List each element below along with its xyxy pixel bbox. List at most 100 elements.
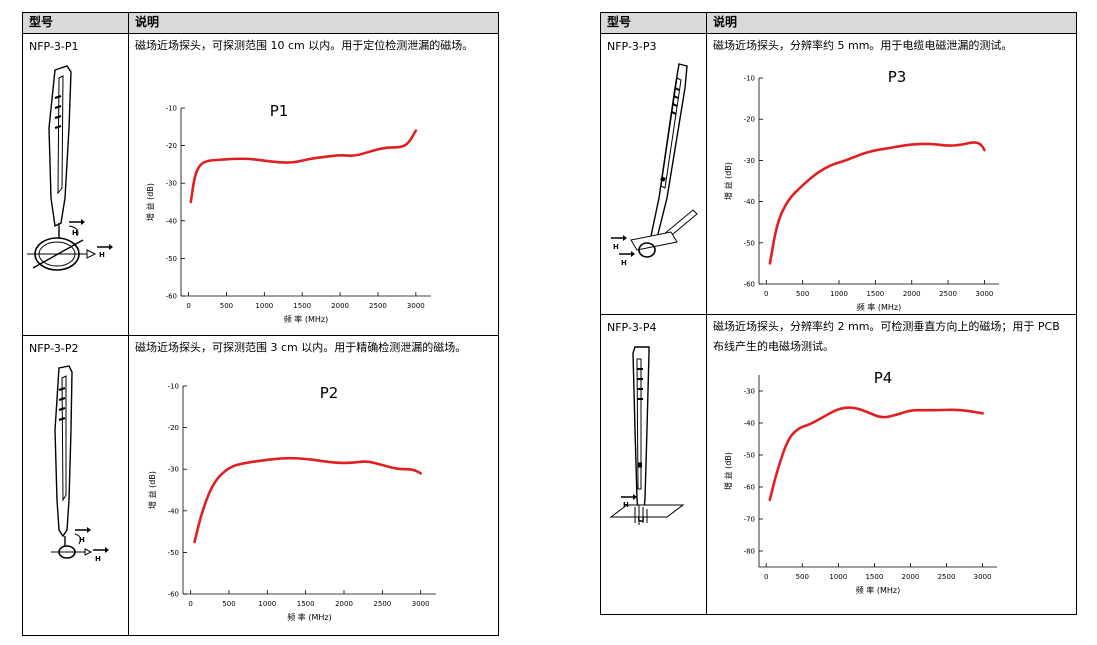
right-spec-table: 型号 说明 NFP-3-P3 H H [600,12,1077,615]
x-axis-label: 频 率 (MHz) [284,314,328,324]
chart-title: P3 [888,68,907,86]
y-axis-label: 增 益 (dB) [145,183,155,221]
h-field-label: H [79,536,85,544]
model-name: NFP-3-P2 [29,342,79,355]
y-tick-label: -20 [168,424,179,432]
h-field-label: H [99,251,105,259]
series-line [189,129,418,204]
series-line [193,456,422,544]
series-line [768,141,986,265]
y-tick-label: -30 [168,466,179,474]
x-tick-label: 1000 [829,573,847,581]
y-tick-label: -80 [744,548,755,556]
x-tick-label: 2500 [369,302,387,310]
x-tick-label: 1000 [255,302,273,310]
y-tick-label: -10 [744,75,755,83]
x-tick-label: 2000 [902,573,920,581]
chart-p2: 0 500 1000 1500 2000 2500 3000 -10 -20 -30 -40 -50 -… [147,383,436,622]
x-tick-label: 1000 [830,290,848,298]
y-tick-label: -60 [168,591,179,599]
y-axis-label: 增 益 (dB) [723,162,733,200]
x-tick-label: 2500 [938,573,956,581]
y-tick-label: -40 [744,420,755,428]
y-tick-label: -30 [744,388,755,396]
chart-title: P2 [320,384,339,402]
x-tick-label: 1500 [297,600,315,608]
h-field-label: H [95,555,101,563]
x-tick-label: 0 [186,302,190,310]
chart-title: P4 [874,369,893,387]
probe-p3-illustration: H H [611,63,698,267]
y-tick-label: -70 [744,516,755,524]
y-axis-label: 增 益 (dB) [723,452,733,490]
header-model: 型号 [22,12,129,34]
chart-p4: 0 500 1000 1500 2000 2500 3000 -30 -40 -50 -60 -70 -… [723,369,997,595]
desc-cell: 磁场近场探头，可探测范围 3 cm 以内。用于精确检测泄漏的磁场。 0 500 10… [128,335,499,636]
chart-p1: 0 500 1000 1500 2000 2500 3000 -10 -20 -30 -40 -50 -… [145,102,431,324]
y-tick-label: -50 [166,255,177,263]
y-tick-label: -50 [744,452,755,460]
model-name: NFP-3-P3 [607,40,657,53]
y-tick-label: -20 [744,116,755,124]
x-tick-label: 2500 [939,290,957,298]
h-field-label: H [621,259,627,267]
y-tick-label: -60 [166,293,177,301]
chart-title: P1 [270,102,289,120]
y-tick-label: -40 [744,198,755,206]
y-tick-label: -40 [166,217,177,225]
x-tick-label: 2000 [903,290,921,298]
y-tick-label: -60 [744,484,755,492]
y-tick-label: -30 [744,157,755,165]
x-tick-label: 3000 [407,302,425,310]
x-tick-label: 500 [222,600,235,608]
h-field-label: H [72,229,78,237]
desc-cell: 磁场近场探头，分辨率约 5 mm。用于电缆电磁泄漏的测试。 0 500 1000 15… [706,33,1077,315]
x-axis-label: 频 率 (MHz) [287,612,331,622]
y-tick-label: -50 [168,549,179,557]
h-field-label: H [623,501,629,509]
y-tick-label: -10 [168,383,179,391]
y-tick-label: -30 [166,180,177,188]
model-name: NFP-3-P1 [29,40,79,53]
model-cell: NFP-3-P1 H H [22,33,129,336]
header-desc: 说明 [706,12,1077,34]
x-tick-label: 500 [796,290,809,298]
model-cell: NFP-3-P2 H H [22,335,129,636]
series-line [768,406,984,502]
x-tick-label: 3000 [412,600,430,608]
y-tick-label: -40 [168,507,179,515]
x-tick-label: 1500 [865,573,883,581]
x-tick-label: 2000 [335,600,353,608]
desc-cell: 磁场近场探头，分辨率约 2 mm。可检测垂直方向上的磁场；用于 PCB 布线产生… [706,314,1077,615]
x-tick-label: 2500 [373,600,391,608]
probe-description: 磁场近场探头，分辨率约 2 mm。可检测垂直方向上的磁场；用于 PCB 布线产生… [713,320,1060,353]
x-tick-label: 0 [188,600,192,608]
header-desc: 说明 [128,12,499,34]
x-axis-label: 频 率 (MHz) [856,585,900,595]
y-axis-label: 增 益 (dB) [147,471,157,509]
probe-p1-illustration: H H [27,65,113,271]
left-spec-table: 型号 说明 NFP-3-P1 [22,12,499,636]
desc-cell: 磁场近场探头，可探测范围 10 cm 以内。用于定位检测泄漏的磁场。 0 500 1… [128,33,499,336]
x-tick-label: 0 [764,573,768,581]
x-tick-label: 1000 [258,600,276,608]
x-tick-label: 500 [220,302,233,310]
model-cell: NFP-3-P4 H [600,314,707,615]
chart-p3: 0 500 1000 1500 2000 2500 3000 -10 -20 -30 -40 -50 -… [723,68,999,312]
x-tick-label: 2000 [331,302,349,310]
h-field-label: H [613,243,619,251]
probe-description: 磁场近场探头，分辨率约 5 mm。用于电缆电磁泄漏的测试。 [713,39,1013,52]
x-tick-label: 1500 [293,302,311,310]
model-name: NFP-3-P4 [607,321,657,334]
y-tick-label: -10 [166,105,177,113]
y-tick-label: -50 [744,239,755,247]
y-tick-label: -20 [166,142,177,150]
x-tick-label: 3000 [976,290,994,298]
y-tick-label: -60 [744,281,755,289]
probe-p2-illustration: H H [51,365,109,563]
probe-description: 磁场近场探头，可探测范围 10 cm 以内。用于定位检测泄漏的磁场。 [135,39,474,52]
probe-p4-illustration: H [609,346,685,525]
x-tick-label: 0 [764,290,768,298]
probe-description: 磁场近场探头，可探测范围 3 cm 以内。用于精确检测泄漏的磁场。 [135,341,467,354]
x-tick-label: 3000 [974,573,992,581]
